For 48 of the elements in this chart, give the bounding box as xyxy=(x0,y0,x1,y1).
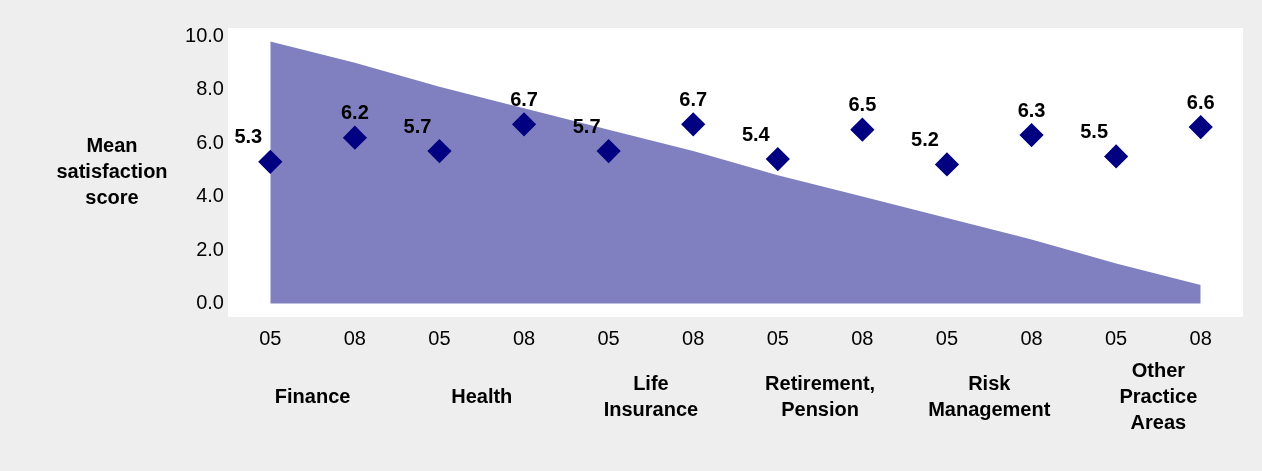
data-label: 6.7 xyxy=(679,87,708,110)
point xyxy=(427,139,451,163)
point xyxy=(597,139,621,163)
text: Finance xyxy=(274,384,351,407)
y-tick-label: 2.0 xyxy=(196,237,224,260)
x-tick-label: 08 xyxy=(512,326,536,349)
y-tick-label: 4.0 xyxy=(196,184,224,207)
point xyxy=(681,112,705,136)
point xyxy=(850,118,874,142)
data-label: 5.4 xyxy=(741,122,771,145)
x-tick-label: 05 xyxy=(935,326,959,349)
x-tick-label: 05 xyxy=(428,326,451,349)
data-label: 5.7 xyxy=(403,114,432,137)
y-tick-label: 10.0 xyxy=(185,23,224,46)
point xyxy=(258,150,282,174)
y-tick-label: 8.0 xyxy=(196,77,224,100)
point xyxy=(343,126,367,150)
x-tick-label: 08 xyxy=(851,326,874,349)
x-tick-label: 05 xyxy=(766,326,789,349)
text: Life Insurance xyxy=(603,371,699,420)
data-label: 6.7 xyxy=(510,87,538,110)
point xyxy=(512,112,536,136)
x-tick-label: 08 xyxy=(1020,326,1043,349)
point xyxy=(1104,144,1128,168)
x-tick-label: 08 xyxy=(1189,326,1212,349)
data-label: 6.3 xyxy=(1017,98,1046,121)
data-label: 5.2 xyxy=(911,127,939,150)
text: Other Practice Areas xyxy=(1119,358,1198,433)
y-tick-label: 0.0 xyxy=(196,291,224,314)
point xyxy=(766,147,790,171)
text: Retirement, Pension xyxy=(765,371,876,420)
data-label: 5.3 xyxy=(234,125,263,148)
point xyxy=(935,152,959,176)
x-tick-label: 05 xyxy=(597,326,620,349)
text: Health xyxy=(451,384,513,407)
x-tick-label: 05 xyxy=(1105,326,1128,349)
data-label: 6.5 xyxy=(848,93,877,116)
x-tick-label: 08 xyxy=(682,326,705,349)
x-tick-label: 08 xyxy=(343,326,366,349)
point xyxy=(1020,123,1044,147)
y-axis-title: Mean satisfaction score xyxy=(56,134,168,209)
text: Risk Management xyxy=(928,371,1051,420)
data-label: 6.6 xyxy=(1186,90,1215,113)
point xyxy=(1189,115,1213,139)
x-tick-label: 05 xyxy=(259,326,282,349)
y-tick-label: 6.0 xyxy=(196,130,224,153)
data-label: 6.2 xyxy=(340,101,369,124)
data-label: 5.5 xyxy=(1080,119,1109,142)
